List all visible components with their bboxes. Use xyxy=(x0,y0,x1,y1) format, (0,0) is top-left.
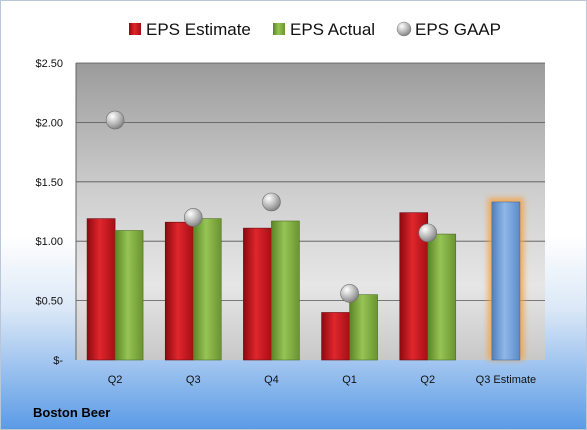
company-label: Boston Beer xyxy=(33,405,110,420)
legend-swatch xyxy=(396,21,412,37)
bar-eps-actual xyxy=(427,233,457,361)
x-tick-label: Q4 xyxy=(264,374,279,386)
marker-eps-gaap xyxy=(183,208,203,227)
bar-eps-estimate xyxy=(321,312,350,361)
gridlines xyxy=(76,62,545,302)
y-tick-label: $2.50 xyxy=(35,58,63,70)
y-axis: $- $0.50 $1.00 $1.50 $2.00 $2.50 xyxy=(35,58,77,367)
bar-eps-estimate xyxy=(164,221,194,361)
x-tick-label: Q1 xyxy=(342,374,357,386)
bar-eps-estimate xyxy=(86,218,116,361)
x-tick-label: Q2 xyxy=(108,374,123,386)
legend-swatch xyxy=(129,23,141,35)
y-tick-label: $- xyxy=(53,355,63,367)
marker-eps-gaap xyxy=(418,223,438,243)
plot-area xyxy=(76,63,545,360)
x-tick-label: Q2 xyxy=(420,374,435,386)
gaap-markers xyxy=(105,110,438,303)
marker-eps-gaap xyxy=(105,110,125,130)
y-tick-label: $2.00 xyxy=(35,117,63,129)
marker-eps-gaap xyxy=(340,284,359,303)
x-tick-label: Q3 Estimate xyxy=(476,374,537,386)
x-tick-label: Q3 xyxy=(186,374,201,386)
bar-eps-actual xyxy=(271,220,300,361)
marker-eps-gaap xyxy=(262,192,281,212)
bar-eps-actual xyxy=(114,230,144,361)
x-axis: Q2 Q3 Q4 Q1 Q2 Q3 Estimate xyxy=(108,374,536,386)
bars xyxy=(86,197,524,361)
legend-label: EPS Estimate xyxy=(146,20,251,39)
y-tick-label: $1.00 xyxy=(35,236,63,248)
bar-eps-actual xyxy=(349,294,378,361)
y-tick-label: $0.50 xyxy=(35,296,63,308)
bar-eps-estimate xyxy=(243,227,272,361)
bar-q3-estimate xyxy=(491,201,521,361)
legend-label: EPS Actual xyxy=(290,20,375,39)
legend: EPS Estimate EPS Actual EPS GAAP xyxy=(129,20,501,39)
legend-label: EPS GAAP xyxy=(415,20,501,39)
y-tick-label: $1.50 xyxy=(35,177,63,189)
bar-eps-actual xyxy=(192,218,222,361)
legend-swatch xyxy=(273,23,285,35)
